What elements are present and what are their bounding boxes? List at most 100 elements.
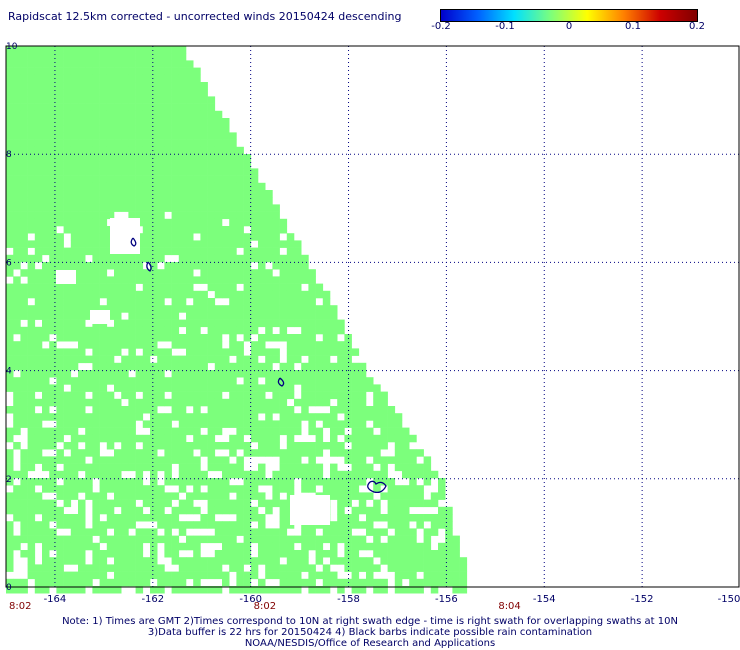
data-cell [186,74,194,83]
data-cell [63,139,72,148]
data-cell [236,204,244,212]
data-cell [322,348,331,356]
data-cell [128,146,136,155]
data-cell [171,197,180,205]
data-cell [121,67,129,76]
data-cell [13,283,21,292]
data-cell [207,204,216,212]
data-cell [121,89,129,97]
data-cell [222,233,230,241]
data-cell [42,370,50,378]
data-cell [114,485,122,493]
data-cell [272,254,280,263]
data-cell [157,218,165,227]
data-cell [34,175,43,184]
data-cell [229,240,237,248]
data-cell [20,578,28,587]
data-cell [373,535,381,544]
data-cell [20,362,28,371]
data-cell [56,139,64,148]
data-cell [6,434,14,443]
colorbar-tick-label: 0.1 [625,21,641,32]
data-cell [200,154,208,162]
data-cell [322,377,331,385]
data-cell [63,334,72,342]
data-cell [236,506,244,515]
data-cell [286,564,295,572]
data-cell [114,283,122,292]
data-cell [279,240,288,248]
data-cell [387,478,396,486]
data-cell [49,442,57,450]
data-cell [200,139,208,148]
data-cell [85,218,93,227]
data-cell [142,564,151,572]
data-cell [85,492,93,500]
data-cell [186,96,194,104]
data-cell [344,492,352,500]
data-cell [114,74,122,83]
colorbar-tick-label: 0.2 [689,21,705,32]
data-cell [351,506,360,515]
data-cell [423,535,432,544]
data-cell [49,139,57,148]
data-cell [337,514,345,522]
data-cell [150,492,158,500]
data-cell [42,218,50,227]
data-cell [186,391,194,400]
data-cell [70,355,79,364]
data-cell [114,542,122,551]
data-cell [186,132,194,140]
data-cell [135,492,144,500]
data-cell [63,110,72,119]
data-cell [150,233,158,241]
data-cell [308,456,316,464]
data-cell [114,154,122,162]
data-cell [56,175,64,184]
data-cell [27,384,36,392]
data-cell [42,60,50,68]
data-cell [20,535,28,544]
data-cell [200,262,208,270]
data-cell [250,341,259,349]
data-cell [308,355,316,364]
data-cell [250,290,259,299]
data-cell [135,355,144,364]
data-cell [258,182,266,191]
data-cell [272,427,280,436]
data-cell [42,564,50,572]
data-cell [13,118,21,126]
data-cell [344,499,352,508]
data-cell [92,139,100,148]
data-cell [128,384,136,392]
data-cell [286,542,295,551]
data-cell [99,391,108,400]
data-cell [164,197,172,205]
data-cell [358,586,367,594]
data-cell [322,362,331,371]
data-cell [402,542,410,551]
data-cell [250,391,259,400]
data-cell [171,247,180,256]
data-cell [243,427,252,436]
data-cell [430,528,439,536]
data-cell [207,521,216,529]
data-cell [358,506,367,515]
data-cell [178,262,187,270]
data-cell [258,528,266,536]
data-cell [114,449,122,457]
data-cell [128,463,136,472]
data-cell [128,535,136,544]
data-cell [63,535,72,544]
data-cell [34,139,43,148]
data-cell [272,240,280,248]
data-cell [272,262,280,270]
data-cell [236,456,244,464]
data-cell [6,154,14,162]
data-cell [243,269,252,277]
data-cell [42,290,50,299]
data-cell [34,96,43,104]
data-cell [294,413,302,421]
data-cell [56,53,64,61]
